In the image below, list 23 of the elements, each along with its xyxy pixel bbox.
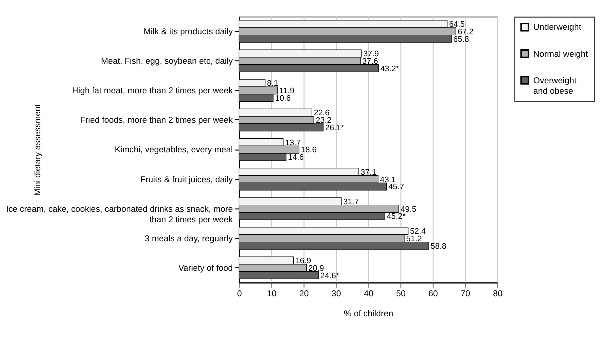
x-tick-label: 60 bbox=[428, 288, 438, 299]
y-tick-label: Milk & its products daily bbox=[144, 26, 234, 36]
legend-label: Normal weight bbox=[534, 48, 589, 59]
y-tick-label: High fat meat, more than 2 times per week bbox=[72, 86, 234, 96]
x-tick-label: 30 bbox=[332, 288, 342, 299]
x-tick-label: 50 bbox=[396, 288, 406, 299]
x-tick-label: 0 bbox=[237, 288, 242, 299]
y-tick-label: Fried foods, more than 2 times per week bbox=[80, 115, 234, 126]
y-tick-label: 3 meals a day, reguarly bbox=[145, 233, 234, 244]
x-tick-label: 10 bbox=[267, 288, 277, 299]
y-tick-label: Ice cream, cake, cookies, carbonated drinks as snack, more than 2 times per week bbox=[6, 204, 234, 224]
x-tick-label: 40 bbox=[364, 288, 374, 299]
y-tick-label: Variety of food bbox=[178, 262, 234, 273]
x-tick-label: 20 bbox=[300, 288, 310, 299]
y-tick-label: Fruits & fruit juices, daily bbox=[140, 174, 234, 184]
legend-label: Underweight bbox=[534, 22, 582, 32]
y-axis-title: Mini dietary assessment bbox=[32, 104, 42, 196]
x-axis-title: % of children bbox=[344, 308, 394, 318]
y-tick-label: Meat. Fish, egg, soybean etc, daily bbox=[101, 56, 234, 66]
x-tick-label: 80 bbox=[493, 288, 503, 299]
legend-label: Overweight and obese bbox=[534, 75, 578, 96]
y-tick-label: Kimchi, vegetables, every meal bbox=[114, 144, 234, 155]
x-tick-label: 70 bbox=[460, 288, 471, 299]
